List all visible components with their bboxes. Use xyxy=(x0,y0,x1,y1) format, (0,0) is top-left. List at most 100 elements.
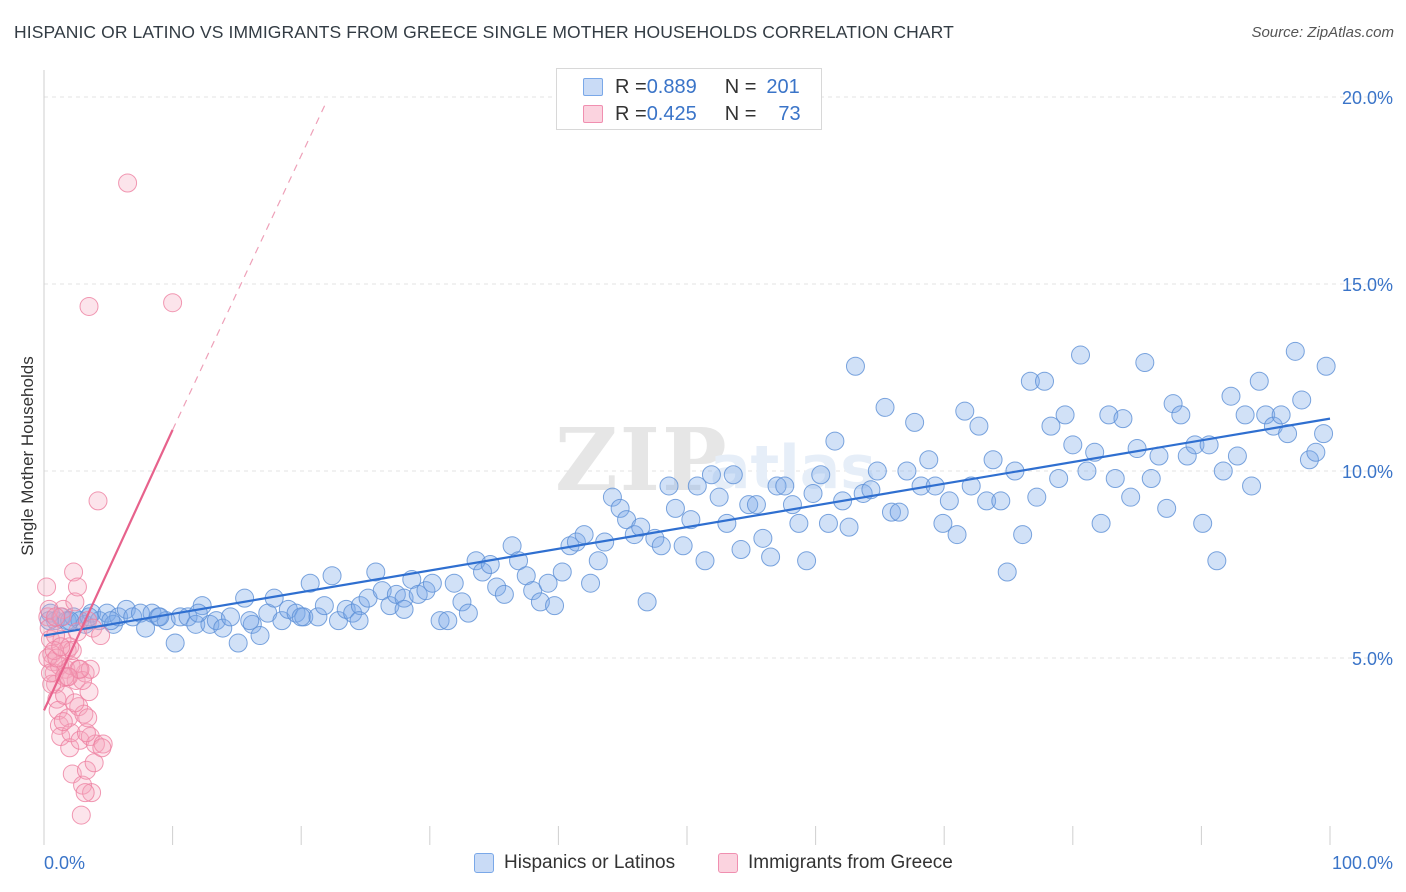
chart-title: HISPANIC OR LATINO VS IMMIGRANTS FROM GR… xyxy=(14,22,954,42)
legend-row-hispanics: R = 0.889 N = 201 xyxy=(583,74,800,100)
point-hispanics xyxy=(861,480,881,500)
point-hispanics xyxy=(530,592,550,612)
point-greece xyxy=(52,607,72,627)
point-greece xyxy=(70,730,90,750)
bottom-legend-label: Immigrants from Greece xyxy=(748,852,953,873)
legend-swatch-blue xyxy=(583,78,603,96)
point-hispanics xyxy=(458,603,478,623)
point-hispanics xyxy=(1292,390,1312,410)
bottom-legend-greece: Immigrants from Greece xyxy=(718,852,953,874)
point-greece xyxy=(82,783,102,803)
bottom-legend-hispanics: Hispanics or Latinos xyxy=(474,852,675,874)
point-hispanics xyxy=(889,502,909,522)
point-hispanics xyxy=(933,513,953,533)
legend-r-label: R = xyxy=(615,102,647,125)
point-hispanics xyxy=(1063,435,1083,455)
point-hispanics xyxy=(200,614,220,634)
point-hispanics xyxy=(1221,386,1241,406)
point-greece xyxy=(163,293,183,313)
point-hispanics xyxy=(637,592,657,612)
point-hispanics xyxy=(416,581,436,601)
point-hispanics xyxy=(701,465,721,485)
point-hispanics xyxy=(651,536,671,556)
point-hispanics xyxy=(349,611,369,631)
point-hispanics xyxy=(394,599,414,619)
point-hispanics xyxy=(825,431,845,451)
point-hispanics xyxy=(947,525,967,545)
point-hispanics xyxy=(308,607,328,627)
correlation-legend: R = 0.889 N = 201 R = 0.425 N = 73 xyxy=(556,68,822,130)
point-greece xyxy=(92,738,112,758)
point-greece xyxy=(60,738,80,758)
point-hispanics xyxy=(681,510,701,530)
point-hispanics xyxy=(1135,353,1155,373)
point-hispanics xyxy=(394,588,414,608)
point-hispanics xyxy=(997,562,1017,582)
bottom-legend-label: Hispanics or Latinos xyxy=(504,852,676,873)
point-hispanics xyxy=(1113,409,1133,429)
trend-line-greece xyxy=(43,429,174,711)
point-hispanics xyxy=(983,450,1003,470)
legend-swatch-pink xyxy=(583,105,603,123)
point-hispanics xyxy=(939,491,959,511)
point-greece xyxy=(79,682,99,702)
point-hispanics xyxy=(1256,405,1276,425)
point-greece xyxy=(71,805,91,825)
point-hispanics xyxy=(523,581,543,601)
point-greece xyxy=(65,592,85,612)
point-hispanics xyxy=(1306,442,1326,462)
point-hispanics xyxy=(797,551,817,571)
series-greece-points xyxy=(37,173,183,825)
point-hispanics xyxy=(165,633,185,653)
point-hispanics xyxy=(659,476,679,496)
point-hispanics xyxy=(250,626,270,646)
point-hispanics xyxy=(1035,371,1055,391)
point-greece xyxy=(76,723,96,743)
point-hispanics xyxy=(494,584,514,604)
point-greece xyxy=(75,783,95,803)
point-hispanics xyxy=(631,517,651,537)
point-hispanics xyxy=(602,487,622,507)
point-hispanics xyxy=(438,611,458,631)
point-hispanics xyxy=(1091,513,1111,533)
series-hispanics-points xyxy=(39,341,1336,653)
point-hispanics xyxy=(228,633,248,653)
y-axis-title: Single Mother Households xyxy=(18,356,37,556)
point-hispanics xyxy=(350,596,370,616)
point-hispanics xyxy=(235,588,255,608)
point-hispanics xyxy=(574,525,594,545)
point-hispanics xyxy=(845,356,865,376)
point-greece xyxy=(65,693,85,713)
point-hispanics xyxy=(897,461,917,481)
bottom-legend-swatch-blue xyxy=(474,853,494,873)
point-hispanics xyxy=(552,562,572,582)
point-hispanics xyxy=(875,397,895,417)
x-tick-label: 100.0% xyxy=(1332,853,1393,873)
legend-r-label: R = xyxy=(615,75,647,98)
point-hispanics xyxy=(366,562,386,582)
point-hispanics xyxy=(314,596,334,616)
point-greece xyxy=(46,607,66,627)
point-hispanics xyxy=(1149,446,1169,466)
point-greece xyxy=(55,685,75,705)
legend-n-value: 73 xyxy=(778,102,801,125)
point-greece xyxy=(88,491,108,511)
point-greece xyxy=(80,659,100,679)
point-hispanics xyxy=(422,573,442,593)
legend-n-label: N = xyxy=(724,102,757,125)
point-hispanics xyxy=(242,614,262,634)
point-hispanics xyxy=(811,465,831,485)
point-hispanics xyxy=(1099,405,1119,425)
point-hispanics xyxy=(1071,345,1091,365)
point-greece xyxy=(64,562,84,582)
point-hispanics xyxy=(322,566,342,586)
point-hispanics xyxy=(610,498,630,518)
point-hispanics xyxy=(1249,371,1269,391)
point-greece xyxy=(91,626,111,646)
point-hispanics xyxy=(789,513,809,533)
point-hispanics xyxy=(1213,461,1233,481)
point-greece xyxy=(76,760,96,780)
point-hispanics xyxy=(213,618,233,638)
point-hispanics xyxy=(452,592,472,612)
point-hispanics xyxy=(803,483,823,503)
